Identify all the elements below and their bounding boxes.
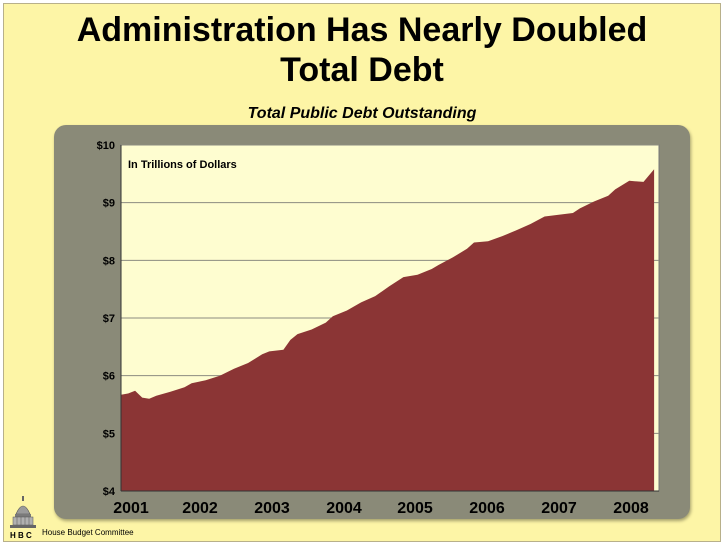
y-tick-label: $5 <box>103 428 115 440</box>
debt-area-chart: $4 $5 $6 $7 $8 $9 $10 2001 2002 2003 2004 2005 2006… <box>97 140 660 517</box>
y-tick-label: $7 <box>103 313 115 325</box>
units-annotation: In Trillions of Dollars <box>128 159 237 171</box>
x-tick-label: 2007 <box>541 500 577 517</box>
capitol-dome-icon: H B C <box>10 496 36 540</box>
y-tick-labels: $4 $5 $6 $7 $8 $9 $10 <box>97 140 116 498</box>
slide-title: Administration Has Nearly Doubled Total … <box>4 10 720 90</box>
y-tick-label: $9 <box>103 198 115 210</box>
chart-title: Total Public Debt Outstanding <box>247 105 477 122</box>
y-tick-label: $8 <box>103 255 115 267</box>
footer-org-name: House Budget Committee <box>42 528 134 537</box>
x-tick-label: 2002 <box>182 500 218 517</box>
x-tick-label: 2008 <box>613 500 649 517</box>
y-tick-label: $6 <box>103 371 115 383</box>
x-tick-label: 2004 <box>326 500 362 517</box>
footer: H B C House Budget Committee <box>8 492 208 540</box>
x-tick-label: 2003 <box>254 500 290 517</box>
debt-area <box>121 169 655 491</box>
title-line-2: Total Debt <box>280 51 444 89</box>
x-tick-label: 2006 <box>469 500 505 517</box>
hbc-logo-text: H B C <box>10 531 32 540</box>
title-line-1: Administration Has Nearly Doubled <box>76 11 648 49</box>
x-tick-labels: 2001 2002 2003 2004 2005 2006 2007 2008 <box>113 500 649 517</box>
slide: Administration Has Nearly Doubled Total … <box>3 3 721 542</box>
x-tick-label: 2001 <box>113 500 149 517</box>
y-tick-label: $4 <box>103 486 116 498</box>
y-tick-label: $10 <box>97 140 115 152</box>
x-tick-label: 2005 <box>397 500 433 517</box>
